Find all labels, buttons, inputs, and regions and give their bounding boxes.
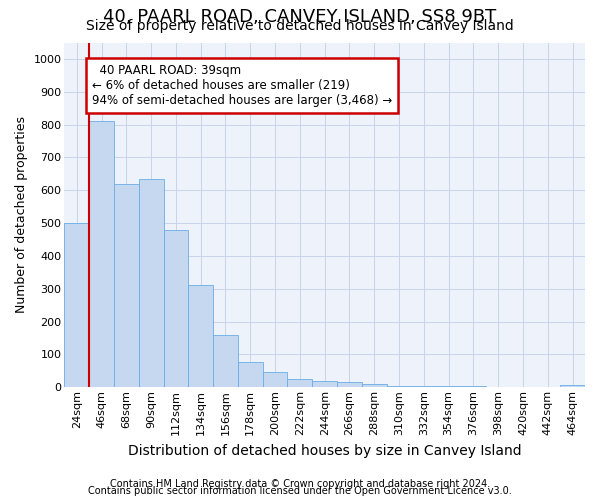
Bar: [64, 223, 89, 388]
Y-axis label: Number of detached properties: Number of detached properties: [15, 116, 28, 314]
Text: Size of property relative to detached houses in Canvey Island: Size of property relative to detached ho…: [86, 19, 514, 33]
Bar: [263, 372, 287, 388]
Bar: [188, 285, 213, 388]
Bar: [238, 362, 263, 388]
Bar: [412, 386, 436, 388]
Text: 40, PAARL ROAD, CANVEY ISLAND, SS8 9BT: 40, PAARL ROAD, CANVEY ISLAND, SS8 9BT: [103, 8, 497, 26]
Bar: [337, 382, 362, 388]
Text: Contains HM Land Registry data © Crown copyright and database right 2024.: Contains HM Land Registry data © Crown c…: [110, 479, 490, 489]
Bar: [535, 386, 560, 388]
Bar: [114, 184, 139, 388]
Bar: [511, 386, 535, 388]
Bar: [89, 122, 114, 388]
Bar: [560, 384, 585, 388]
Text: 40 PAARL ROAD: 39sqm  
← 6% of detached houses are smaller (219)
94% of semi-det: 40 PAARL ROAD: 39sqm ← 6% of detached ho…: [92, 64, 392, 107]
Bar: [362, 384, 386, 388]
Bar: [386, 386, 412, 388]
Bar: [312, 380, 337, 388]
X-axis label: Distribution of detached houses by size in Canvey Island: Distribution of detached houses by size …: [128, 444, 521, 458]
Bar: [436, 386, 461, 388]
Text: Contains public sector information licensed under the Open Government Licence v3: Contains public sector information licen…: [88, 486, 512, 496]
Bar: [139, 180, 164, 388]
Bar: [287, 379, 312, 388]
Bar: [461, 386, 486, 388]
Bar: [213, 334, 238, 388]
Bar: [486, 386, 511, 388]
Bar: [164, 230, 188, 388]
